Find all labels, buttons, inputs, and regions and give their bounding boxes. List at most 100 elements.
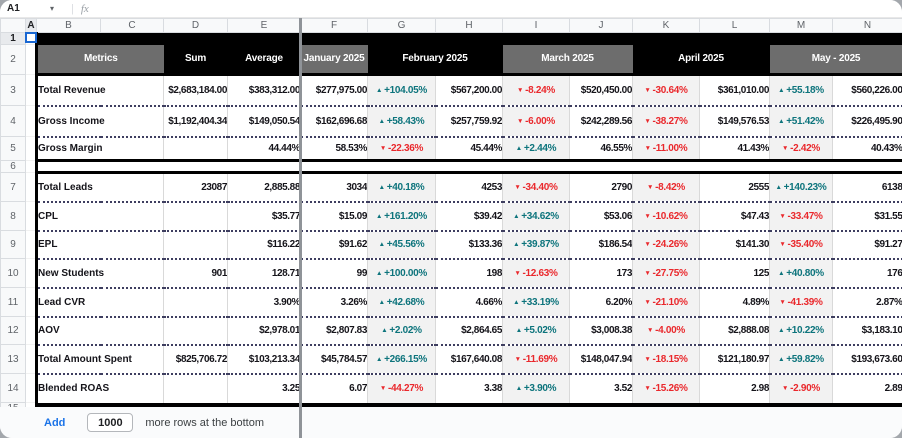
cell-mar-value[interactable]: $186.54 — [569, 230, 633, 260]
cell-column-a[interactable] — [25, 344, 37, 374]
row-header-3[interactable]: 3 — [0, 74, 26, 106]
cell-mar-change[interactable]: ▲ +39.87% — [502, 230, 570, 260]
cell-may-value[interactable]: 6138 — [832, 172, 902, 203]
column-header-C[interactable]: C — [100, 18, 164, 33]
cell-apr-value[interactable]: $149,576.53 — [699, 105, 770, 138]
cell-jan-value[interactable]: $15.09 — [300, 201, 368, 232]
cell-sum[interactable] — [163, 373, 228, 403]
cell-mar-change[interactable]: ▲ +34.62% — [502, 201, 570, 232]
metric-cell[interactable]: CPL — [35, 201, 164, 232]
column-header-G[interactable]: G — [367, 18, 436, 33]
metric-cell[interactable]: Lead CVR — [35, 287, 164, 318]
cell-feb-change[interactable]: ▼ -44.27% — [367, 373, 436, 403]
cell-may-change[interactable]: ▲ +51.42% — [769, 105, 833, 138]
section-separator[interactable] — [35, 159, 902, 174]
cell-column-a[interactable] — [25, 201, 37, 231]
cell-feb-change[interactable]: ▲ +42.68% — [367, 287, 436, 318]
cell-average[interactable]: 2,885.88 — [227, 172, 301, 203]
cell-feb-value[interactable]: 4.66% — [435, 287, 503, 318]
cell-apr-value[interactable]: $121,180.97 — [699, 344, 770, 375]
metric-cell[interactable]: Gross Income — [35, 105, 164, 138]
cell-mar-value[interactable]: $3,008.38 — [569, 316, 633, 346]
row-header-9[interactable]: 9 — [0, 230, 26, 259]
cell-may-value[interactable]: $226,495.90 — [832, 105, 902, 138]
cell-jan-value[interactable]: 3034 — [300, 172, 368, 203]
cell-mar-value[interactable]: 3.52 — [569, 373, 633, 403]
row-header-5[interactable]: 5 — [0, 136, 26, 161]
cell-sum[interactable] — [163, 201, 228, 232]
cell-may-change[interactable]: ▲ +55.18% — [769, 74, 833, 107]
cell-may-change[interactable]: ▼ -33.47% — [769, 201, 833, 232]
cell-apr-change[interactable]: ▼ -18.15% — [632, 344, 700, 375]
cell-feb-value[interactable]: $567,200.00 — [435, 74, 503, 107]
cell-column-a[interactable] — [25, 160, 37, 173]
column-header-A[interactable]: A — [25, 18, 37, 33]
cell-mar-value[interactable]: $148,047.94 — [569, 344, 633, 375]
cell-mar-change[interactable]: ▲ +3.90% — [502, 373, 570, 403]
cell-may-value[interactable]: 176 — [832, 258, 902, 289]
column-header-E[interactable]: E — [227, 18, 301, 33]
cell-sum[interactable] — [163, 136, 228, 161]
column-header-J[interactable]: J — [569, 18, 633, 33]
cell-feb-value[interactable]: $39.42 — [435, 201, 503, 232]
cell-column-a[interactable] — [25, 172, 37, 202]
cell-may-value[interactable]: $91.27 — [832, 230, 902, 260]
cell-jan-value[interactable]: $91.62 — [300, 230, 368, 260]
cell-mar-change[interactable]: ▼ -6.00% — [502, 105, 570, 138]
cell-sum[interactable]: $825,706.72 — [163, 344, 228, 375]
header-metrics[interactable]: Metrics — [35, 44, 164, 76]
cell-may-change[interactable]: ▼ -2.90% — [769, 373, 833, 403]
cell-mar-value[interactable]: $242,289.56 — [569, 105, 633, 138]
cell-may-value[interactable]: 40.43% — [832, 136, 902, 161]
row-header-14[interactable]: 14 — [0, 373, 26, 403]
cell-column-a[interactable] — [25, 74, 37, 106]
cell-average[interactable]: $2,978.01 — [227, 316, 301, 346]
cell-may-change[interactable]: ▲ +140.23% — [769, 172, 833, 203]
cell-mar-value[interactable]: 2790 — [569, 172, 633, 203]
cell-may-value[interactable]: 2.89 — [832, 373, 902, 403]
column-header-N[interactable]: N — [832, 18, 902, 33]
cell-column-a[interactable] — [25, 373, 37, 403]
cell-sum[interactable]: $2,683,184.00 — [163, 74, 228, 107]
cell-average[interactable]: 3.90% — [227, 287, 301, 318]
row-header-10[interactable]: 10 — [0, 258, 26, 288]
cell-apr-change[interactable]: ▼ -11.00% — [632, 136, 700, 161]
metric-cell[interactable]: Total Amount Spent — [35, 344, 164, 375]
cell-feb-value[interactable]: $167,640.08 — [435, 344, 503, 375]
cell-jan-value[interactable]: $162,696.68 — [300, 105, 368, 138]
cell-mar-change[interactable]: ▲ +33.19% — [502, 287, 570, 318]
cell-may-change[interactable]: ▼ -2.42% — [769, 136, 833, 161]
cell-mar-change[interactable]: ▼ -8.24% — [502, 74, 570, 107]
cell-reference-box[interactable]: A1 — [7, 3, 20, 14]
cell-average[interactable]: $149,050.54 — [227, 105, 301, 138]
metric-cell[interactable]: EPL — [35, 230, 164, 260]
cell-mar-value[interactable]: 6.20% — [569, 287, 633, 318]
cell-may-change[interactable]: ▼ -35.40% — [769, 230, 833, 260]
cell-feb-value[interactable]: $257,759.92 — [435, 105, 503, 138]
cell-jan-value[interactable]: $45,784.57 — [300, 344, 368, 375]
cell-may-value[interactable]: $31.55 — [832, 201, 902, 232]
cell-feb-change[interactable]: ▲ +45.56% — [367, 230, 436, 260]
cell-apr-change[interactable]: ▼ -4.00% — [632, 316, 700, 346]
cell-sum[interactable]: 23087 — [163, 172, 228, 203]
cell-average[interactable]: $116.22 — [227, 230, 301, 260]
row-header-11[interactable]: 11 — [0, 287, 26, 317]
cell-sum[interactable]: $1,192,404.34 — [163, 105, 228, 138]
cell-may-change[interactable]: ▲ +59.82% — [769, 344, 833, 375]
header-january-2025[interactable]: January 2025 — [300, 44, 368, 76]
cell-apr-value[interactable]: $361,010.00 — [699, 74, 770, 107]
grid-corner[interactable] — [0, 18, 26, 33]
cell-feb-value[interactable]: 4253 — [435, 172, 503, 203]
cell-column-a[interactable] — [25, 44, 37, 75]
column-header-M[interactable]: M — [769, 18, 833, 33]
cell-apr-change[interactable]: ▼ -10.62% — [632, 201, 700, 232]
cell-may-value[interactable]: $3,183.10 — [832, 316, 902, 346]
cell-apr-value[interactable]: 2555 — [699, 172, 770, 203]
cell-average[interactable]: 44.44% — [227, 136, 301, 161]
metric-cell[interactable]: Total Revenue — [35, 74, 164, 107]
metric-cell[interactable]: Total Leads — [35, 172, 164, 203]
cell-jan-value[interactable]: $2,807.83 — [300, 316, 368, 346]
header-april-2025[interactable]: April 2025 — [632, 44, 770, 76]
cell-average[interactable]: $383,312.00 — [227, 74, 301, 107]
cell-jan-value[interactable]: 58.53% — [300, 136, 368, 161]
